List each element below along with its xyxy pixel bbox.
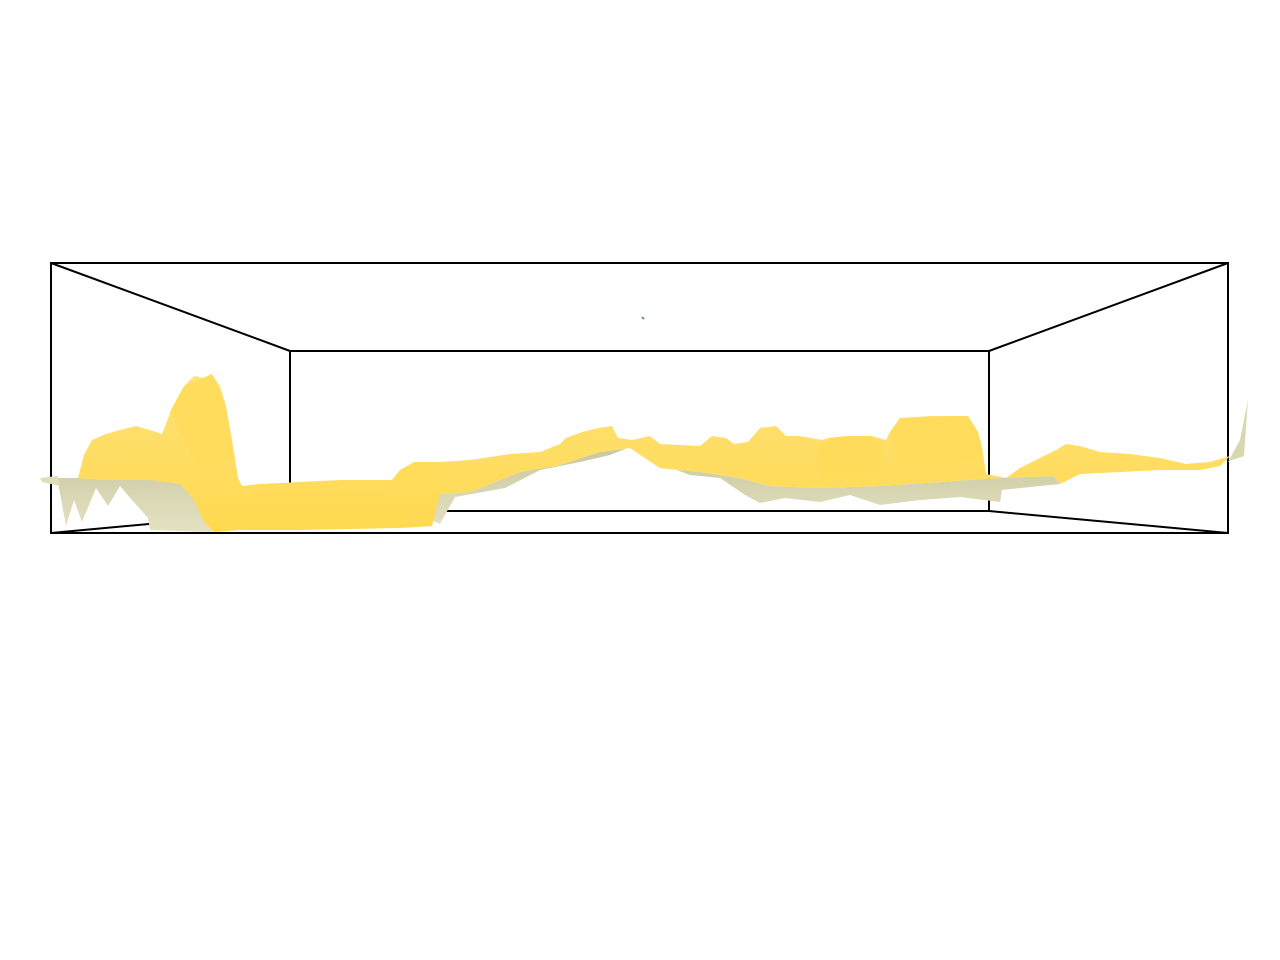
surface-left-edge [40,476,60,486]
bounding-box-back-face [289,350,990,512]
bounding-box-front-face [50,262,1229,534]
surface-mound-highlights [170,374,982,492]
origin-marker [641,316,645,320]
surface-edge-spike [1228,400,1248,462]
surface-top [78,374,1230,532]
